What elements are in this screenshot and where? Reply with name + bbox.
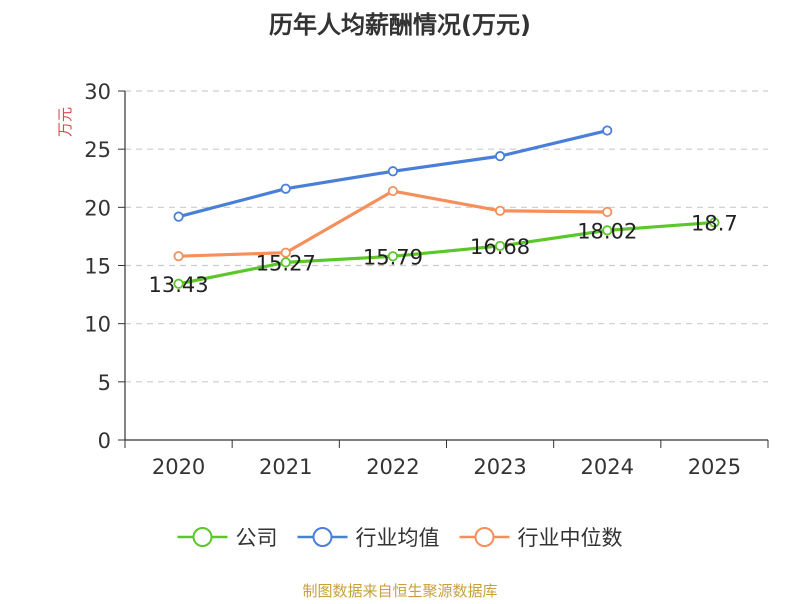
point-industry-mean-2020: [173, 211, 184, 222]
point-industry-mean-2022: [387, 166, 399, 177]
data-label-company-2022: 15.79: [363, 245, 423, 269]
point-company-2022: [387, 251, 399, 262]
x-tick-label-2022: 2022: [366, 455, 419, 479]
data-label-company-2021: 15.27: [256, 251, 316, 275]
legend-item-company: 公司: [177, 526, 278, 550]
x-tick-label-2024: 2024: [581, 455, 634, 479]
series: [173, 125, 720, 289]
x-tick-label-2025: 2025: [688, 455, 741, 479]
x-tick-label-2023: 2023: [473, 455, 526, 479]
y-tick-label-10: 10: [84, 313, 111, 337]
y-axis-label: 万元: [56, 107, 74, 137]
y-tick-label-20: 20: [84, 196, 111, 220]
chart-title: 历年人均薪酬情况(万元): [269, 11, 531, 39]
data-label-company-2023: 16.68: [470, 235, 530, 259]
legend-label-company: 公司: [236, 526, 278, 550]
point-company-2023: [494, 240, 506, 252]
data-label-company-2025: 18.7: [691, 211, 738, 235]
x-tick-label-2020: 2020: [152, 455, 205, 479]
y-tick-label-0: 0: [98, 429, 111, 453]
point-industry-median-2021: [280, 247, 291, 258]
legend: 公司 行业均值 行业中位数: [177, 526, 623, 550]
y-tick-label-5: 5: [98, 371, 111, 395]
legend-marker-industry-mean: [312, 527, 333, 547]
y-tick-label-25: 25: [84, 138, 111, 162]
point-company-2025: [709, 217, 720, 228]
grid-lines: [125, 90, 768, 383]
legend-label-industry-median: 行业中位数: [518, 526, 623, 550]
point-industry-mean-2021: [280, 183, 291, 194]
series-company: [173, 217, 720, 289]
series-industry-mean: [173, 125, 613, 222]
data-label-company-2024: 18.02: [577, 219, 637, 243]
point-industry-mean-2024: [602, 125, 613, 136]
point-company-2020: [173, 278, 184, 289]
data-label-company-2020: 13.43: [149, 273, 209, 297]
point-industry-mean-2023: [494, 151, 506, 162]
point-industry-median-2023: [494, 205, 506, 216]
legend-marker-company: [192, 527, 213, 547]
point-industry-median-2022: [387, 185, 399, 197]
source-footnote: 制图数据来自恒生聚源数据库: [302, 582, 497, 600]
legend-label-industry-mean: 行业均值: [356, 526, 440, 550]
legend-item-industry-median: 行业中位数: [459, 526, 623, 550]
series-industry-median: [173, 185, 613, 262]
x-tick-label-2021: 2021: [259, 455, 312, 479]
point-company-2024: [602, 225, 613, 236]
legend-item-industry-mean: 行业均值: [297, 526, 440, 550]
legend-marker-industry-median: [474, 527, 495, 547]
point-company-2021: [280, 257, 291, 268]
y-tick-label-15: 15: [84, 255, 111, 279]
data-labels: 13.43 15.27 15.79 16.68 18.02 18.7: [149, 211, 738, 296]
series-line-company: [176, 220, 717, 286]
y-tick-label-30: 30: [84, 80, 111, 104]
point-industry-median-2024: [602, 206, 613, 218]
point-industry-median-2020: [173, 251, 184, 262]
